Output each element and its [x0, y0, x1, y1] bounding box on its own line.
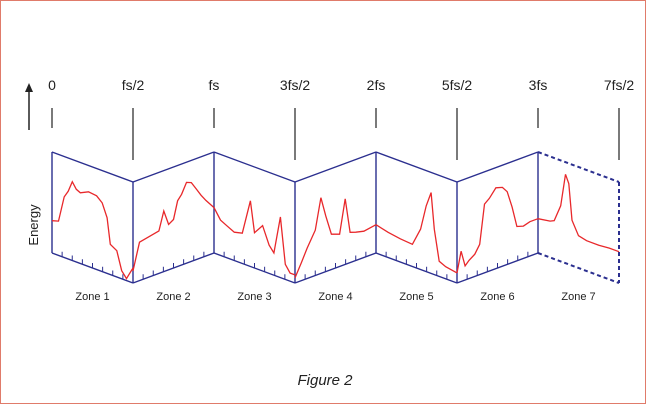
axis-label-0: 0 — [48, 77, 56, 93]
zone-signal-1 — [51, 180, 134, 280]
zone-panel-6 — [456, 151, 539, 284]
axis-label-4: 2fs — [367, 77, 386, 93]
zone-label-3: Zone 3 — [237, 291, 271, 303]
zone-signal-2 — [132, 181, 215, 272]
zone-signal-6 — [456, 186, 539, 274]
zone-panel-4 — [294, 151, 377, 284]
figure-caption: Figure 2 — [297, 372, 353, 389]
zone-panel-2 — [132, 151, 215, 284]
zone-label-5: Zone 5 — [399, 291, 433, 303]
axis-label-6: 3fs — [529, 77, 548, 93]
zone-label-4: Zone 4 — [318, 291, 352, 303]
axis-label-1: fs/2 — [122, 77, 145, 93]
axis-label-5: 5fs/2 — [442, 77, 473, 93]
zone-label-7: Zone 7 — [561, 291, 595, 303]
zone-signal-5 — [375, 192, 458, 274]
axis-label-3: 3fs/2 — [280, 77, 311, 93]
axis-label-2: fs — [209, 77, 220, 93]
energy-arrowhead — [25, 83, 33, 92]
zone-signal-4 — [294, 197, 377, 279]
zone-panel-1 — [51, 151, 134, 284]
axis-label-7: 7fs/2 — [604, 77, 635, 93]
zone-panel-3 — [213, 151, 296, 284]
zone-panel-5 — [375, 151, 458, 284]
zone-signal-3 — [213, 200, 296, 276]
zone-label-6: Zone 6 — [480, 291, 514, 303]
zone-label-1: Zone 1 — [75, 291, 109, 303]
zone-label-2: Zone 2 — [156, 291, 190, 303]
energy-axis-label: Energy — [26, 204, 41, 246]
zone-signal-7 — [537, 174, 620, 253]
zone-panel-7 — [537, 151, 620, 284]
